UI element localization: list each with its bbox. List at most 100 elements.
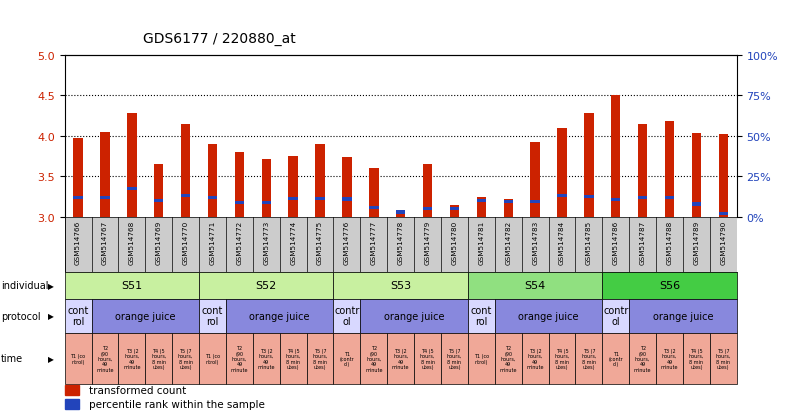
Text: T2
(90
hours,
49
minute: T2 (90 hours, 49 minute	[231, 345, 248, 372]
Text: T3 (2
hours,
49
minute: T3 (2 hours, 49 minute	[123, 348, 140, 369]
Bar	[360, 299, 468, 333]
Text: T1
(contr
ol): T1 (contr ol)	[340, 351, 355, 366]
Bar	[468, 299, 495, 333]
Text: T4 (5
hours,
8 min
utes): T4 (5 hours, 8 min utes)	[285, 348, 301, 369]
Bar	[91, 333, 118, 384]
Bar	[333, 273, 468, 299]
Text: T1 (co
ntrol): T1 (co ntrol)	[70, 354, 86, 364]
Text: T4 (5
hours,
8 min
utes): T4 (5 hours, 8 min utes)	[554, 348, 570, 369]
Bar	[342, 198, 351, 201]
Text: percentile rank within the sample: percentile rank within the sample	[90, 399, 266, 409]
Bar	[333, 333, 360, 384]
Bar	[208, 145, 217, 217]
Text: GSM514778: GSM514778	[398, 220, 403, 264]
Bar	[65, 273, 199, 299]
Text: T4 (5
hours,
8 min
utes): T4 (5 hours, 8 min utes)	[420, 348, 435, 369]
Text: T1 (co
ntrol): T1 (co ntrol)	[205, 354, 220, 364]
Text: GSM514767: GSM514767	[102, 220, 108, 264]
Text: ▶: ▶	[47, 354, 54, 363]
Bar	[530, 200, 540, 204]
Text: T5 (7
hours,
8 min
utes): T5 (7 hours, 8 min utes)	[447, 348, 462, 369]
Text: S51: S51	[121, 281, 143, 291]
Bar	[199, 333, 226, 384]
Bar	[548, 333, 575, 384]
Bar	[127, 188, 136, 191]
Bar	[100, 133, 110, 217]
Text: S56: S56	[659, 281, 680, 291]
Text: individual: individual	[1, 281, 48, 291]
Text: time: time	[1, 354, 23, 363]
Text: T2
(90
hours,
49
minute: T2 (90 hours, 49 minute	[96, 345, 113, 372]
Text: S54: S54	[525, 281, 546, 291]
Bar	[288, 197, 298, 200]
Text: GSM514773: GSM514773	[263, 220, 269, 264]
Bar	[665, 196, 675, 199]
Bar	[575, 333, 602, 384]
Bar	[504, 200, 513, 204]
Text: GSM514779: GSM514779	[425, 220, 430, 264]
Bar	[584, 114, 593, 217]
Bar	[495, 299, 602, 333]
Bar	[468, 273, 602, 299]
Text: GDS6177 / 220880_at: GDS6177 / 220880_at	[143, 31, 296, 45]
Text: T3 (2
hours,
49
minute: T3 (2 hours, 49 minute	[661, 348, 678, 369]
Bar	[630, 299, 737, 333]
Bar	[65, 333, 91, 384]
Text: GSM514783: GSM514783	[532, 220, 538, 264]
Text: GSM514785: GSM514785	[586, 220, 592, 264]
Bar	[65, 399, 80, 409]
Text: transformed count: transformed count	[90, 385, 187, 395]
Text: orange juice: orange juice	[384, 311, 444, 321]
Bar	[307, 333, 333, 384]
Bar	[181, 124, 191, 217]
Bar	[262, 201, 271, 204]
Text: cont
rol: cont rol	[470, 305, 492, 327]
Text: GSM514776: GSM514776	[344, 220, 350, 264]
Bar	[477, 199, 486, 203]
Text: T2
(90
hours,
49
minute: T2 (90 hours, 49 minute	[634, 345, 652, 372]
Text: GSM514784: GSM514784	[559, 220, 565, 264]
Text: cont
rol: cont rol	[67, 305, 89, 327]
Bar	[396, 211, 405, 214]
Bar	[611, 96, 620, 217]
Bar	[584, 195, 593, 199]
Bar	[145, 333, 172, 384]
Bar	[91, 299, 199, 333]
Bar	[315, 145, 325, 217]
Text: T4 (5
hours,
8 min
utes): T4 (5 hours, 8 min utes)	[689, 348, 704, 369]
Text: orange juice: orange juice	[250, 311, 310, 321]
Bar	[557, 128, 567, 217]
Bar	[396, 211, 405, 217]
Text: T5 (7
hours,
8 min
utes): T5 (7 hours, 8 min utes)	[178, 348, 193, 369]
Bar	[495, 333, 522, 384]
Text: GSM514771: GSM514771	[210, 220, 215, 264]
Text: ▶: ▶	[47, 281, 54, 290]
Text: GSM514769: GSM514769	[156, 220, 162, 264]
Text: T1
(contr
ol): T1 (contr ol)	[608, 351, 623, 366]
Text: GSM514777: GSM514777	[371, 220, 377, 264]
Bar	[522, 333, 548, 384]
Bar	[504, 199, 513, 217]
Bar	[369, 206, 378, 209]
Bar	[450, 205, 459, 217]
Bar	[602, 333, 630, 384]
Text: T5 (7
hours,
8 min
utes): T5 (7 hours, 8 min utes)	[312, 348, 328, 369]
Bar	[235, 153, 244, 217]
Bar	[692, 133, 701, 217]
Bar	[172, 333, 199, 384]
Text: GSM514766: GSM514766	[75, 220, 81, 264]
Text: S52: S52	[255, 281, 277, 291]
Text: T3 (2
hours,
49
minute: T3 (2 hours, 49 minute	[392, 348, 410, 369]
Bar	[262, 159, 271, 217]
Bar	[118, 333, 145, 384]
Bar	[253, 333, 280, 384]
Bar	[441, 333, 468, 384]
Bar	[288, 157, 298, 217]
Bar	[656, 333, 683, 384]
Bar	[719, 213, 728, 216]
Text: GSM514786: GSM514786	[613, 220, 619, 264]
Text: contr
ol: contr ol	[603, 305, 629, 327]
Bar	[630, 333, 656, 384]
Bar	[342, 158, 351, 217]
Bar	[73, 138, 83, 217]
